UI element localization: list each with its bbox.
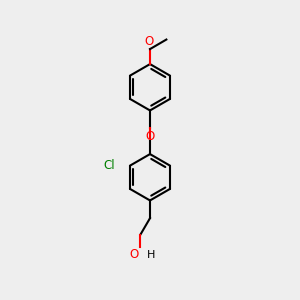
Text: H: H (146, 250, 155, 260)
Text: O: O (130, 248, 139, 261)
Text: O: O (145, 35, 154, 48)
Text: O: O (146, 130, 154, 143)
Text: Cl: Cl (103, 159, 115, 172)
